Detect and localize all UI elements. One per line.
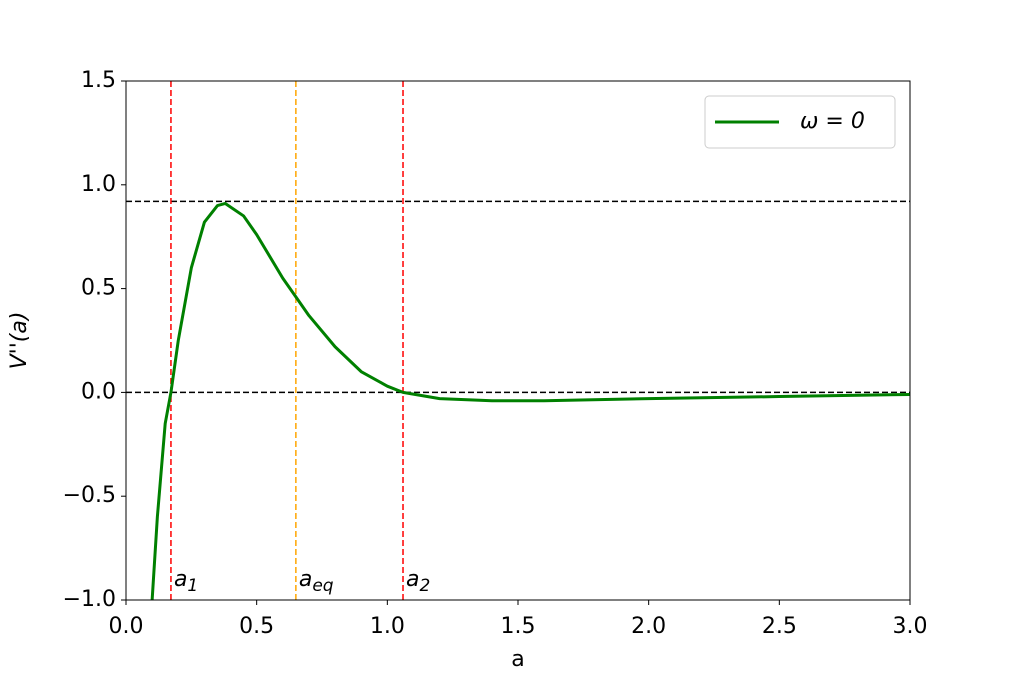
label-main: a <box>299 567 312 592</box>
line-label: a2 <box>406 567 430 596</box>
data-line <box>150 201 910 600</box>
line-label: aeq <box>299 567 334 596</box>
plot-frame <box>125 80 911 601</box>
x-axis-label: a <box>511 647 524 672</box>
legend-box <box>704 95 896 149</box>
y-axis-label: V''(a) <box>7 312 32 370</box>
x-tick-label: 2.5 <box>762 614 797 639</box>
x-tick-label: 2.0 <box>631 614 666 639</box>
x-tick-label: 1.0 <box>370 614 405 639</box>
y-tick-label: 1.5 <box>81 68 116 93</box>
legend-label: ω = 0 <box>800 109 865 134</box>
y-tick-label: −0.5 <box>63 483 116 508</box>
label-sub: eq <box>312 576 333 596</box>
y-tick-label: 1.0 <box>81 172 116 197</box>
line-label: a1 <box>174 567 198 596</box>
label-sub: 1 <box>187 576 198 596</box>
label-sub: 2 <box>419 576 430 596</box>
x-tick-label: 0.0 <box>109 614 144 639</box>
x-tick-label: 0.5 <box>239 614 274 639</box>
x-tick-label: 1.5 <box>501 614 536 639</box>
label-main: a <box>174 567 187 592</box>
x-tick-label: 3.0 <box>893 614 928 639</box>
y-tick-label: 0.5 <box>81 276 116 301</box>
y-tick-label: −1.0 <box>63 587 116 612</box>
label-main: a <box>406 567 419 592</box>
y-tick-label: 0.0 <box>81 379 116 404</box>
